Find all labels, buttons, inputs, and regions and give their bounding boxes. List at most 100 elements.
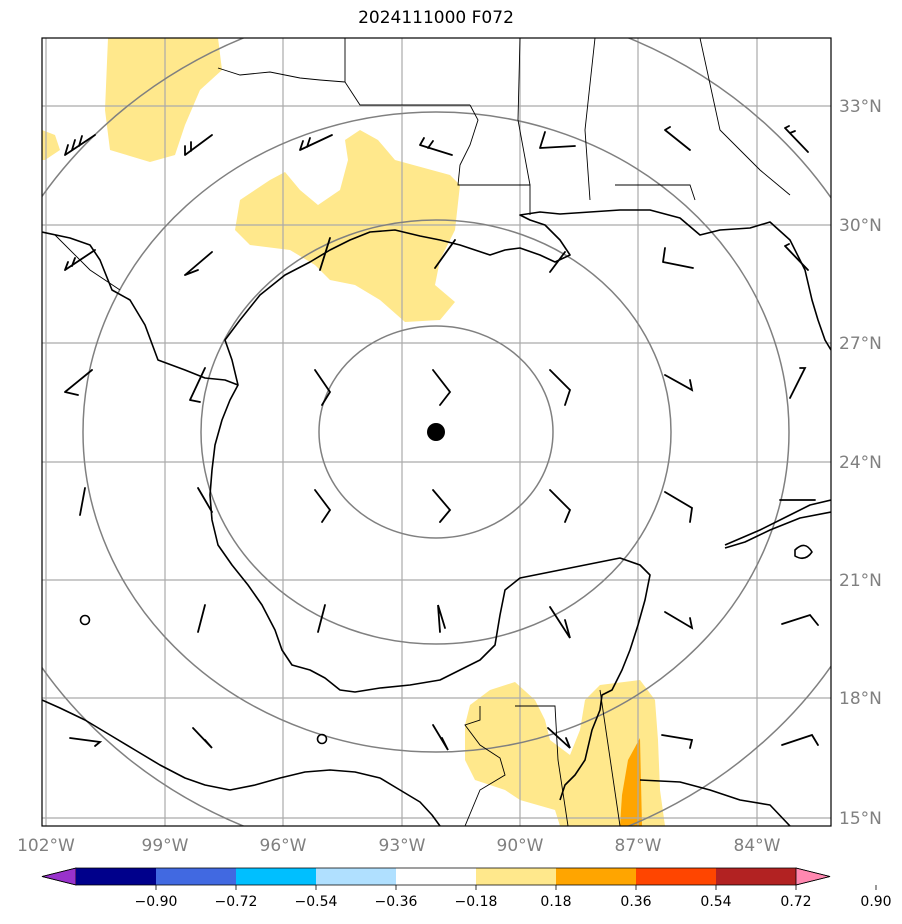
colorbar-segment <box>476 868 556 885</box>
lat-label: 33°N <box>839 97 882 117</box>
range-ring-1 <box>318 325 554 539</box>
range-rings <box>42 38 831 826</box>
wind-barb <box>784 243 809 271</box>
colorbar-tick-label: −0.54 <box>295 894 338 910</box>
cuba-coast <box>724 499 831 546</box>
lon-label: 99°W <box>142 836 189 856</box>
wind-barb <box>69 737 103 747</box>
colorbar-tick-label: −0.72 <box>215 894 258 910</box>
lat-label: 15°N <box>839 809 882 829</box>
wind-barb <box>64 134 96 156</box>
borders <box>54 38 791 826</box>
map-title: 2024111000 F072 <box>358 8 514 28</box>
border-fl <box>615 184 696 201</box>
wind-barb <box>784 125 809 153</box>
calm-wind-circle <box>316 733 328 745</box>
wind-barb <box>547 727 571 749</box>
wind-barb <box>549 606 571 639</box>
lat-label: 24°N <box>839 453 882 473</box>
colorbar-segment <box>396 868 476 885</box>
wind-barb <box>781 733 819 746</box>
map-plot-area <box>42 38 831 826</box>
colorbar-outline <box>41 867 831 886</box>
wind-barb <box>662 247 694 269</box>
border-ms-al <box>517 38 531 186</box>
colorbar-segment <box>716 868 796 885</box>
lon-label: 102°W <box>17 836 75 856</box>
wind-barb <box>664 491 693 523</box>
wind-barb <box>197 487 213 513</box>
wind-barb <box>317 604 326 633</box>
border-hn <box>599 689 621 826</box>
lon-label: 90°W <box>497 836 544 856</box>
gulf-coast-us <box>42 209 831 386</box>
pacific-coast-mexico <box>42 699 441 826</box>
honduras-core <box>620 738 642 826</box>
shaded-fields <box>42 38 665 826</box>
colorbar-segment <box>156 868 236 885</box>
north-texas-patch <box>105 38 222 162</box>
lat-label: 27°N <box>839 334 882 354</box>
longitude-labels: 102°W 99°W 96°W 93°W 90°W 87°W 84°W <box>17 836 781 856</box>
border-ga-sc <box>699 38 791 196</box>
wind-barb <box>299 134 333 151</box>
wind-barb <box>79 487 86 516</box>
wind-barb <box>549 489 572 523</box>
louisiana-patch <box>235 130 460 322</box>
wind-barb <box>419 137 453 156</box>
lon-label: 93°W <box>379 836 426 856</box>
lat-label: 21°N <box>839 571 882 591</box>
border-al-ga <box>584 38 596 201</box>
colorbar-tick-label: −0.36 <box>375 894 418 910</box>
colorbar-tick-label: 0.54 <box>700 894 731 910</box>
wind-barb <box>432 724 449 751</box>
map-frame <box>41 37 832 827</box>
wind-barb <box>434 239 456 269</box>
mexico-gulf-coast <box>209 384 651 801</box>
wind-barb <box>184 134 213 156</box>
range-ring-3 <box>82 111 790 753</box>
wind-barb <box>192 727 213 749</box>
wind-barb <box>661 734 694 749</box>
wind-barb <box>432 489 452 523</box>
border-la-w <box>344 38 470 106</box>
wind-barb <box>664 374 694 392</box>
wind-barb <box>64 249 96 271</box>
isle-of-youth <box>794 544 813 560</box>
border-ok-tx <box>217 67 346 83</box>
wind-barb <box>64 369 93 396</box>
colorbar-tick-label: 0.36 <box>620 894 651 910</box>
colorbar-tick-label: 0.72 <box>780 894 811 910</box>
wind-barb <box>549 251 566 273</box>
coastlines <box>42 209 831 826</box>
wind-barbs <box>64 125 819 751</box>
colorbar: −0.90 −0.72 −0.54 −0.36 −0.18 0.18 0.36 0.54 0.7… <box>41 867 892 910</box>
colorbar-extend-high <box>795 867 831 886</box>
cuba-south <box>724 511 831 549</box>
colorbar-segment <box>236 868 316 885</box>
colorbar-tick-label: −0.90 <box>135 894 178 910</box>
wind-barb <box>664 611 694 630</box>
wind-barb <box>184 251 213 276</box>
lat-label: 18°N <box>839 689 882 709</box>
wind-barb <box>437 604 446 633</box>
lon-label: 87°W <box>615 836 662 856</box>
wind-barb <box>314 369 332 406</box>
border-mx-gt <box>464 706 506 826</box>
colorbar-extend-low <box>41 867 77 886</box>
latitude-labels: 33°N 30°N 27°N 24°N 21°N 18°N 15°N <box>839 97 882 829</box>
colorbar-segment <box>556 868 636 885</box>
wind-barb <box>781 613 819 626</box>
wind-barb <box>189 367 206 403</box>
lon-label: 96°W <box>260 836 307 856</box>
wind-barb <box>432 369 452 406</box>
colorbar-tick-label: −0.18 <box>455 894 498 910</box>
colorbar-segment <box>316 868 396 885</box>
central-america-coast <box>639 779 791 826</box>
wind-barb <box>789 367 807 399</box>
wind-barb <box>664 126 691 151</box>
border-tx-mx <box>54 234 121 291</box>
colorbar-tick-label: 0.18 <box>540 894 571 910</box>
storm-center-dot <box>427 423 445 441</box>
